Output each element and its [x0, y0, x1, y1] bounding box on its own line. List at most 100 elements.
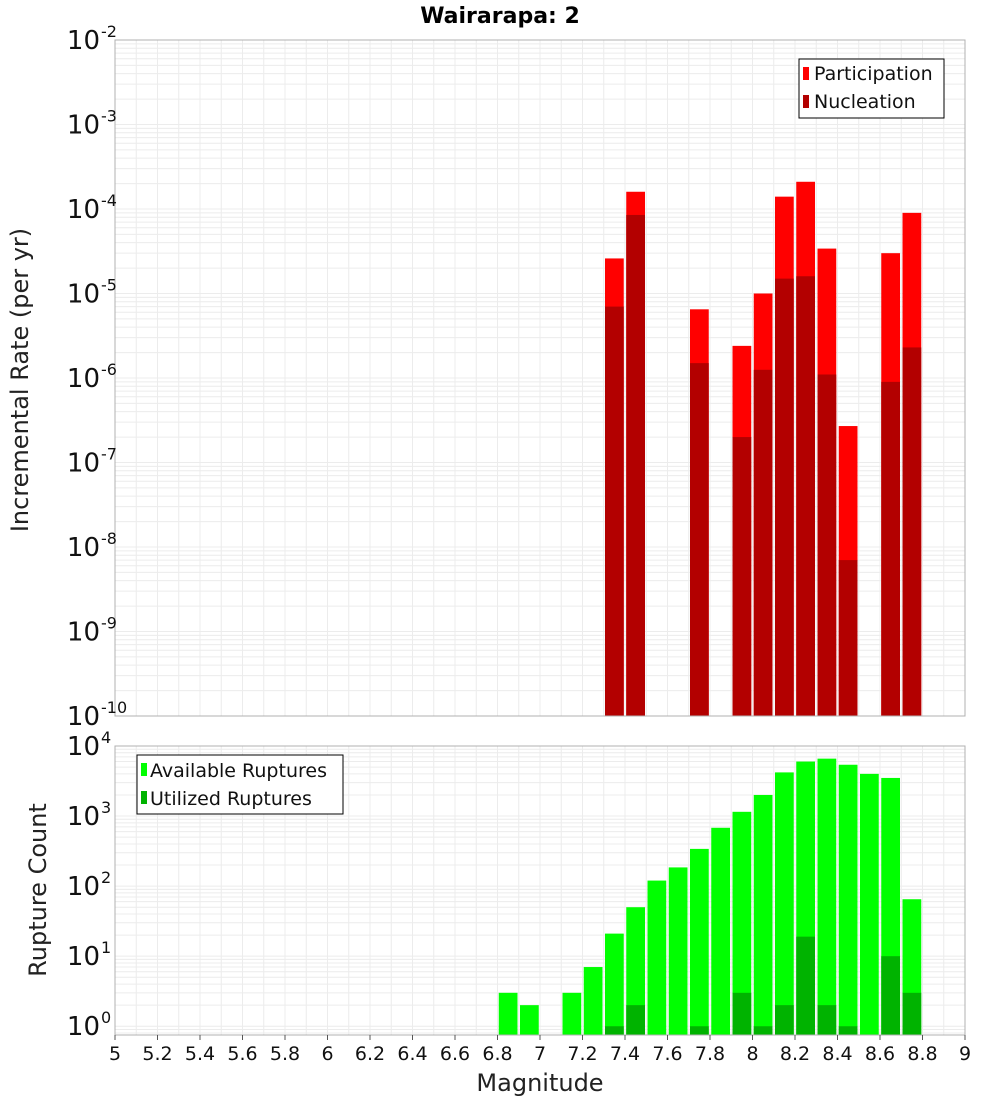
bar-available-ruptures — [626, 907, 645, 1035]
y-tick-exponent: -9 — [101, 614, 117, 633]
bar-available-ruptures — [647, 880, 667, 1035]
y-tick-label: 10 — [67, 1012, 100, 1042]
bar-utilized-ruptures — [753, 1026, 773, 1035]
bar-utilized-ruptures — [605, 1026, 624, 1035]
bar-nucleation — [881, 381, 900, 716]
x-tick-label: 5.2 — [142, 1043, 172, 1065]
bar-utilized-ruptures — [775, 1005, 794, 1035]
y-tick-label: 10 — [67, 618, 100, 648]
y-tick-exponent: 1 — [101, 938, 111, 957]
bar-available-ruptures — [520, 1005, 539, 1035]
bar-utilized-ruptures — [817, 1005, 837, 1035]
bar-utilized-ruptures — [732, 992, 752, 1035]
x-tick-label: 7.2 — [567, 1043, 597, 1065]
x-tick-label: 8.2 — [780, 1043, 810, 1065]
x-tick-label: 5.8 — [270, 1043, 300, 1065]
chart-title: Wairarapa: 2 — [420, 4, 580, 29]
x-tick-label: 6.8 — [482, 1043, 512, 1065]
count-legend-box — [136, 754, 344, 815]
y-tick-label: 10 — [67, 111, 100, 141]
bar-available-ruptures — [605, 933, 624, 1035]
y-tick-exponent: -4 — [101, 191, 117, 210]
y-tick-label: 10 — [67, 533, 100, 563]
x-tick-label: 7.6 — [652, 1043, 682, 1065]
x-tick-label: 8.8 — [907, 1043, 937, 1065]
bar-available-ruptures — [817, 758, 837, 1035]
bar-available-ruptures — [583, 967, 603, 1035]
legend-label-available: Available Ruptures — [150, 760, 327, 782]
x-tick-label: 5.4 — [185, 1043, 215, 1065]
bar-available-ruptures — [753, 794, 773, 1035]
rate-legend-box — [798, 58, 945, 119]
x-tick-label: 6.6 — [440, 1043, 470, 1065]
bar-nucleation — [626, 214, 645, 716]
count-bars — [498, 758, 922, 1035]
x-tick-label: 7 — [534, 1043, 546, 1065]
x-axis-label: Magnitude — [476, 1069, 603, 1097]
bar-available-ruptures — [562, 992, 582, 1035]
x-tick-label: 6.2 — [355, 1043, 385, 1065]
bar-nucleation — [838, 560, 858, 716]
x-tick-label: 7.8 — [695, 1043, 725, 1065]
bar-nucleation — [775, 278, 794, 716]
bar-utilized-ruptures — [838, 1026, 858, 1035]
legend-label-participation: Participation — [814, 63, 933, 85]
bar-available-ruptures — [498, 992, 518, 1035]
bar-utilized-ruptures — [902, 992, 922, 1035]
x-tick-label: 7.4 — [610, 1043, 640, 1065]
y-tick-label: 10 — [67, 26, 100, 56]
y-tick-label: 10 — [67, 872, 100, 902]
y-tick-label: 10 — [67, 942, 100, 972]
x-tick-label: 9 — [959, 1043, 971, 1065]
y-tick-exponent: 4 — [101, 728, 111, 747]
x-tick-label: 8.4 — [822, 1043, 852, 1065]
y-tick-exponent: -2 — [101, 22, 117, 41]
legend-label-utilized: Utilized Ruptures — [150, 788, 312, 810]
x-tick-label: 6.4 — [397, 1043, 427, 1065]
rate-plot-frame — [114, 39, 966, 717]
bar-nucleation — [732, 437, 752, 716]
bar-nucleation — [605, 306, 624, 716]
bar-nucleation — [817, 374, 837, 716]
y-tick-label: 10 — [67, 702, 100, 732]
rate-grid — [114, 39, 966, 717]
bar-nucleation — [753, 369, 773, 716]
bar-utilized-ruptures — [626, 1005, 645, 1035]
x-tick-label: 6 — [321, 1043, 333, 1065]
y-tick-exponent: -10 — [101, 698, 127, 717]
x-tick-label: 5.6 — [227, 1043, 257, 1065]
count-legend: Available Ruptures Utilized Ruptures — [136, 754, 344, 815]
y-tick-exponent: -3 — [101, 107, 117, 126]
bar-utilized-ruptures — [796, 936, 815, 1035]
rate-legend: Participation Nucleation — [798, 58, 945, 119]
bar-nucleation — [796, 276, 815, 716]
bar-utilized-ruptures — [881, 956, 900, 1035]
bar-available-ruptures — [860, 773, 879, 1035]
x-ticks: 5 5.2 5.4 5.6 5.8 6 6.2 6.4 6.6 6.8 7 7.2 7.4 7.6 7.8 8… — [109, 1035, 971, 1065]
bar-available-ruptures — [732, 811, 752, 1035]
y-tick-exponent: -6 — [101, 360, 117, 379]
bar-nucleation — [902, 347, 922, 716]
x-tick-label: 8 — [746, 1043, 758, 1065]
bar-available-ruptures — [690, 848, 709, 1035]
bar-available-ruptures — [838, 764, 858, 1035]
legend-label-nucleation: Nucleation — [814, 91, 916, 113]
rate-bars — [605, 181, 922, 717]
y-tick-exponent: 2 — [101, 868, 111, 887]
rate-y-axis-label: Incremental Rate (per yr) — [6, 228, 34, 532]
bar-utilized-ruptures — [690, 1026, 709, 1035]
bar-available-ruptures — [775, 772, 794, 1035]
y-tick-label: 10 — [67, 732, 100, 762]
y-tick-label: 10 — [67, 449, 100, 479]
y-tick-exponent: -8 — [101, 529, 117, 548]
y-tick-exponent: 0 — [101, 1008, 111, 1027]
x-tick-label: 5 — [109, 1043, 121, 1065]
legend-swatch-nucleation — [803, 95, 809, 108]
y-tick-exponent: -7 — [101, 445, 117, 464]
legend-swatch-utilized — [141, 791, 147, 804]
bar-available-ruptures — [711, 827, 730, 1035]
y-tick-exponent: 3 — [101, 798, 111, 817]
